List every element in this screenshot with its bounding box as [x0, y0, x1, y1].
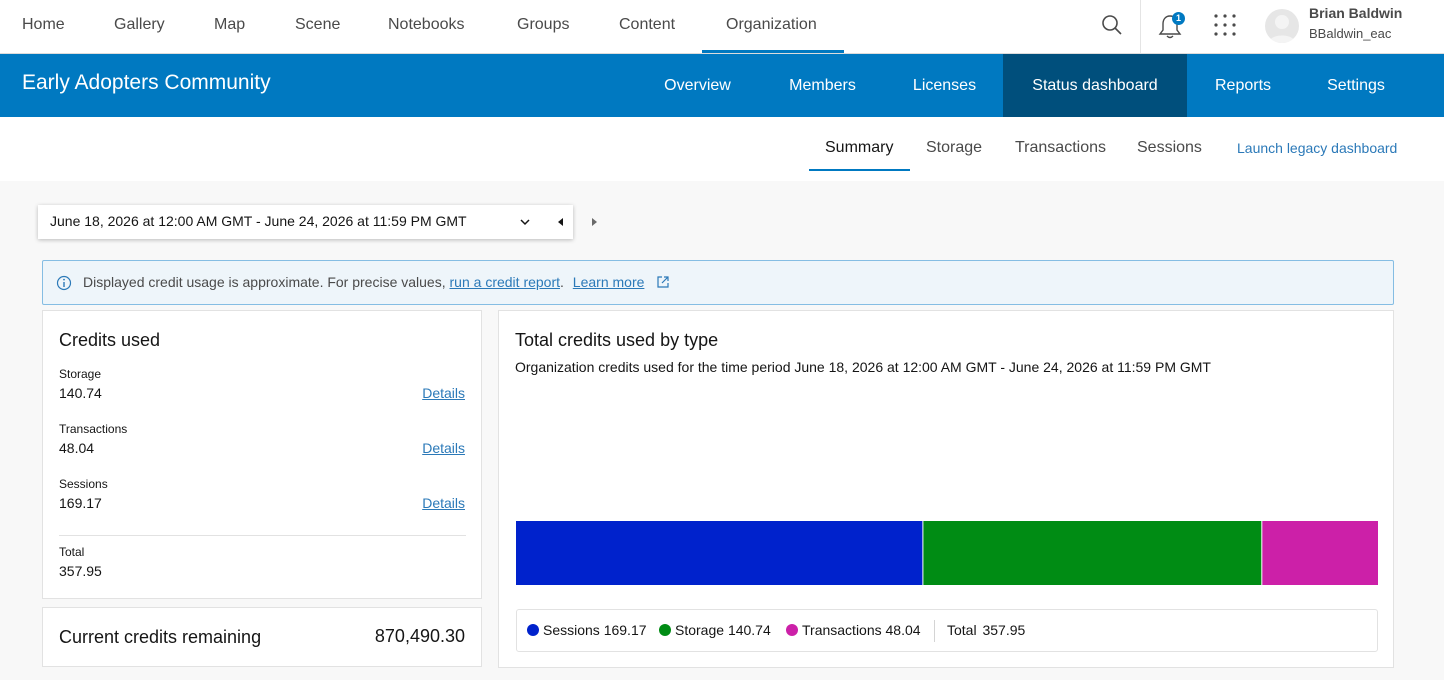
legend-swatch-storage — [659, 624, 671, 636]
subtab-sessions[interactable]: Sessions — [1137, 139, 1202, 156]
legend-label: Transactions — [802, 622, 886, 638]
launch-legacy-dashboard-link[interactable]: Launch legacy dashboard — [1237, 140, 1398, 156]
notice-text-line: Displayed credit usage is approximate. F… — [83, 274, 670, 290]
tab-reports[interactable]: Reports — [1214, 77, 1272, 94]
bar-segment-sessions[interactable] — [516, 521, 923, 585]
storage-value: 140.74 — [59, 385, 102, 401]
org-title: Early Adopters Community — [22, 71, 271, 94]
total-label: Total — [59, 545, 85, 559]
sessions-details-link[interactable]: Details — [422, 495, 465, 511]
external-link-icon[interactable] — [656, 275, 670, 289]
subtab-summary[interactable]: Summary — [825, 139, 894, 156]
credits-by-type-card: Total credits used by type Organization … — [498, 310, 1394, 668]
legend-label: Sessions — [543, 622, 604, 638]
legend-label: Storage — [675, 622, 728, 638]
storage-label: Storage — [59, 367, 102, 381]
transactions-details-link[interactable]: Details — [422, 440, 465, 456]
tab-members[interactable]: Members — [789, 77, 856, 94]
chart-legend: Total 357.95 Sessions 169.17 Storage 140.… — [516, 609, 1378, 652]
credits-divider — [59, 535, 466, 536]
bar-segment-transactions[interactable] — [1262, 521, 1378, 585]
storage-details-link[interactable]: Details — [422, 385, 465, 401]
user-name[interactable]: Brian Baldwin — [1309, 5, 1403, 21]
date-range-value[interactable]: June 18, 2026 at 12:00 AM GMT - June 24,… — [50, 213, 467, 229]
avatar[interactable] — [1265, 9, 1299, 43]
nav-notebooks[interactable]: Notebooks — [388, 16, 465, 33]
transactions-value: 48.04 — [59, 440, 95, 456]
notice-period: . — [560, 274, 564, 290]
legend-item-sessions[interactable]: Sessions 169.17 — [527, 622, 647, 638]
active-nav-indicator — [702, 50, 844, 53]
user-silhouette-icon — [1269, 15, 1295, 43]
chart-subtitle: Organization credits used for the time p… — [515, 359, 1211, 375]
tab-licenses[interactable]: Licenses — [912, 77, 977, 94]
date-range-picker[interactable]: June 18, 2026 at 12:00 AM GMT - June 24,… — [38, 205, 597, 239]
active-subtab-indicator — [809, 169, 910, 171]
legend-value: 48.04 — [885, 622, 921, 638]
top-navigation: Home Gallery Map Scene Notebooks Groups … — [0, 0, 1444, 54]
legend-swatch-sessions — [527, 624, 539, 636]
transactions-label: Transactions — [59, 422, 128, 436]
learn-more-link[interactable]: Learn more — [572, 274, 645, 290]
legend-total-value: 357.95 — [982, 622, 1026, 638]
total-value: 357.95 — [59, 563, 102, 579]
credits-remaining-value: 870,490.30 — [374, 626, 465, 646]
app-launcher-icon[interactable] — [1213, 13, 1237, 37]
credits-used-card: Credits used Storage 140.74 Details Tran… — [42, 310, 482, 599]
legend-swatch-transactions — [786, 624, 798, 636]
nav-gallery[interactable]: Gallery — [114, 16, 165, 33]
subtab-transactions[interactable]: Transactions — [1015, 139, 1106, 156]
chevron-down-icon[interactable] — [518, 215, 532, 229]
legend-total-label: Total — [947, 622, 977, 638]
nav-organization[interactable]: Organization — [726, 16, 817, 33]
nav-divider — [1140, 0, 1141, 53]
legend-divider — [934, 620, 935, 642]
organization-header: Early Adopters Community Overview Member… — [0, 54, 1444, 117]
nav-home[interactable]: Home — [22, 16, 65, 33]
chart-title: Total credits used by type — [515, 330, 719, 350]
run-credit-report-link[interactable]: run a credit report — [449, 274, 561, 290]
next-period-icon[interactable] — [588, 216, 600, 228]
legend-total: Total 357.95 — [947, 622, 1025, 638]
legend-value: 169.17 — [603, 622, 647, 638]
info-icon — [56, 275, 72, 291]
user-login[interactable]: BBaldwin_eac — [1309, 26, 1392, 41]
bar-segment-storage[interactable] — [923, 521, 1262, 585]
credits-remaining-card: Current credits remaining 870,490.30 — [42, 607, 482, 667]
tab-status-dashboard[interactable]: Status dashboard — [1003, 54, 1187, 117]
dashboard-subtabs: Summary Storage Transactions Sessions La… — [0, 117, 1444, 181]
sessions-value: 169.17 — [59, 495, 102, 511]
stacked-bar-chart — [516, 521, 1378, 585]
legend-item-transactions[interactable]: Transactions 48.04 — [786, 622, 921, 638]
previous-period-icon[interactable] — [555, 216, 567, 228]
subtab-storage[interactable]: Storage — [926, 139, 983, 156]
tab-settings[interactable]: Settings — [1327, 77, 1385, 94]
tab-overview[interactable]: Overview — [664, 77, 731, 94]
credits-used-title: Credits used — [59, 330, 161, 350]
credit-usage-notice: Displayed credit usage is approximate. F… — [42, 260, 1394, 305]
notification-badge: 1 — [1172, 12, 1185, 25]
nav-groups[interactable]: Groups — [517, 16, 570, 33]
sessions-label: Sessions — [59, 477, 108, 491]
nav-map[interactable]: Map — [214, 16, 246, 33]
legend-item-storage[interactable]: Storage 140.74 — [659, 622, 771, 638]
notice-text: Displayed credit usage is approximate. F… — [83, 274, 446, 290]
credits-remaining-label: Current credits remaining — [59, 627, 262, 647]
nav-content[interactable]: Content — [619, 16, 676, 33]
nav-scene[interactable]: Scene — [295, 16, 341, 33]
search-icon[interactable] — [1100, 13, 1124, 37]
legend-value: 140.74 — [727, 622, 771, 638]
